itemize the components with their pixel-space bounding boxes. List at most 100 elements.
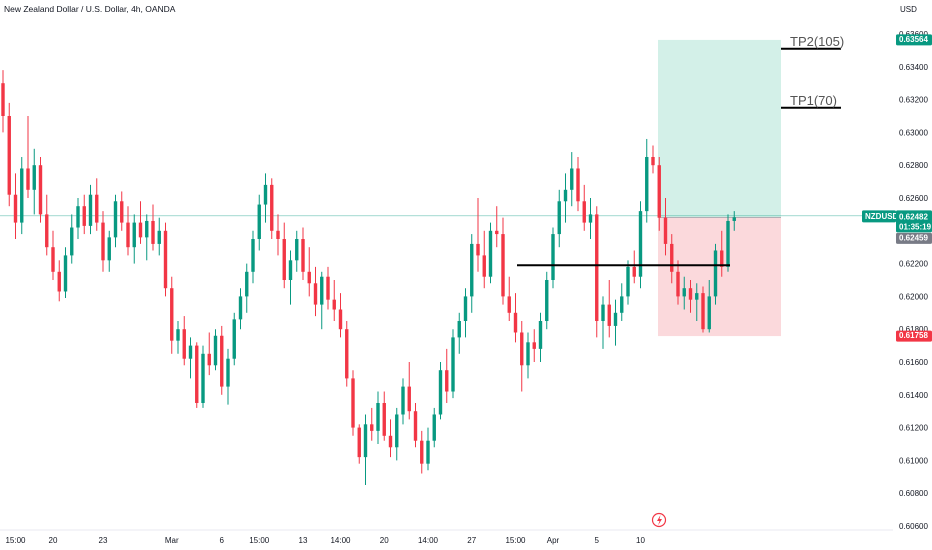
time-tick-label: Apr (547, 536, 560, 545)
price-tick-label: 0.62600 (899, 194, 928, 203)
candle-body (282, 239, 286, 280)
candle-body (20, 168, 24, 223)
time-axis[interactable]: 15:00 20 23 Mar 6 15:00 13 14:00 20 14:00 27 15:00 A… (0, 529, 893, 545)
candle-body (426, 440, 430, 464)
candle-body (320, 276, 324, 305)
candle-body (232, 319, 236, 359)
candle-body (551, 234, 555, 280)
symbol-badge: NZDUSD (862, 210, 899, 223)
price-tick-label: 0.63400 (899, 63, 928, 72)
candle-body (482, 255, 486, 277)
tp1-label[interactable]: TP1(70) (790, 93, 837, 108)
candle-body (376, 403, 380, 431)
candle-body (432, 414, 436, 441)
candle-body (407, 386, 411, 412)
candle-body (626, 266, 630, 297)
candle-body (732, 217, 736, 221)
candle-body (632, 266, 636, 277)
time-tick-label: 13 (299, 536, 308, 545)
candle-body (226, 358, 230, 387)
candle-body (326, 276, 330, 300)
symbol-badge-text: NZDUSD (865, 212, 899, 221)
stop-price-badge: 0.61758 (896, 330, 932, 342)
candle-body (576, 168, 580, 202)
candle-body (588, 214, 593, 223)
candle-body (220, 335, 224, 387)
time-tick-label: 27 (467, 536, 476, 545)
time-tick-label: 14:00 (418, 536, 439, 545)
candle-body (38, 165, 43, 215)
candle-body (582, 201, 586, 223)
candle-body (26, 168, 30, 190)
candle-body (357, 427, 361, 458)
last-price-text: 0.62482 (899, 212, 928, 221)
candle-body (701, 293, 705, 330)
currency-label: USD (900, 5, 917, 14)
target-zone[interactable] (658, 39, 781, 218)
tp2-label[interactable]: TP2(105) (790, 34, 844, 49)
candle-body (13, 194, 18, 223)
time-tick-label: 15:00 (505, 536, 526, 545)
candle-body (301, 239, 305, 272)
time-tick-label: Mar (165, 536, 179, 545)
tp-price-badge-text: 0.63564 (899, 35, 928, 44)
position-tool[interactable] (658, 39, 781, 337)
event-marker[interactable] (651, 512, 667, 528)
candle-body (307, 271, 311, 284)
candle-body (113, 201, 118, 238)
candle-body (338, 309, 343, 330)
price-tick-label: 0.62800 (899, 161, 928, 170)
prev-price-badge: 0.62459 (896, 232, 932, 244)
candle-body (76, 206, 80, 228)
candle-body (682, 288, 686, 297)
candle-body (57, 271, 61, 292)
candle-body (451, 337, 455, 392)
candle-body (370, 424, 374, 431)
candle-body (270, 184, 274, 231)
candle-body (395, 414, 399, 448)
candle-body (463, 296, 468, 321)
candle-body (201, 353, 205, 403)
time-tick-label: 15:00 (5, 536, 26, 545)
candle-body (501, 234, 505, 297)
candle-body (145, 220, 149, 238)
candle-body (313, 283, 318, 305)
price-tick-label: 0.61600 (899, 358, 928, 367)
countdown-text: 01:35:19 (899, 222, 932, 231)
candle-body (413, 411, 418, 441)
time-tick-label: 5 (595, 536, 600, 545)
candle-body (382, 403, 386, 436)
candle-body (601, 304, 605, 321)
candle-body (676, 271, 680, 297)
stop-price-badge-text: 0.61758 (899, 331, 928, 340)
candle-body (45, 214, 49, 248)
candle-body (438, 370, 443, 415)
candle-body (720, 250, 724, 267)
price-tick-label: 0.63200 (899, 96, 928, 105)
candle-body (63, 255, 68, 292)
time-tick-label: 14:00 (330, 536, 351, 545)
tp-price-badge-bg (896, 34, 932, 46)
candle-body (420, 440, 424, 464)
candle-body (176, 329, 180, 341)
candle-body (138, 222, 143, 238)
candle-body (263, 184, 268, 205)
candle-body (488, 230, 493, 277)
candle-body (695, 293, 699, 300)
candle-body (726, 220, 730, 267)
candle-body (101, 222, 105, 261)
tp-price-badge: 0.63564 (896, 34, 932, 46)
candle-body (545, 280, 549, 321)
candle-body (563, 189, 568, 202)
candle-body (507, 296, 511, 313)
candle-body (188, 345, 193, 359)
candle-body (276, 230, 280, 239)
price-tick-label: 0.61800 (899, 325, 928, 334)
candle-body (213, 335, 218, 366)
candle-body (645, 157, 649, 212)
prev-price-badge-text: 0.62459 (899, 233, 928, 242)
candle-body (182, 329, 186, 359)
